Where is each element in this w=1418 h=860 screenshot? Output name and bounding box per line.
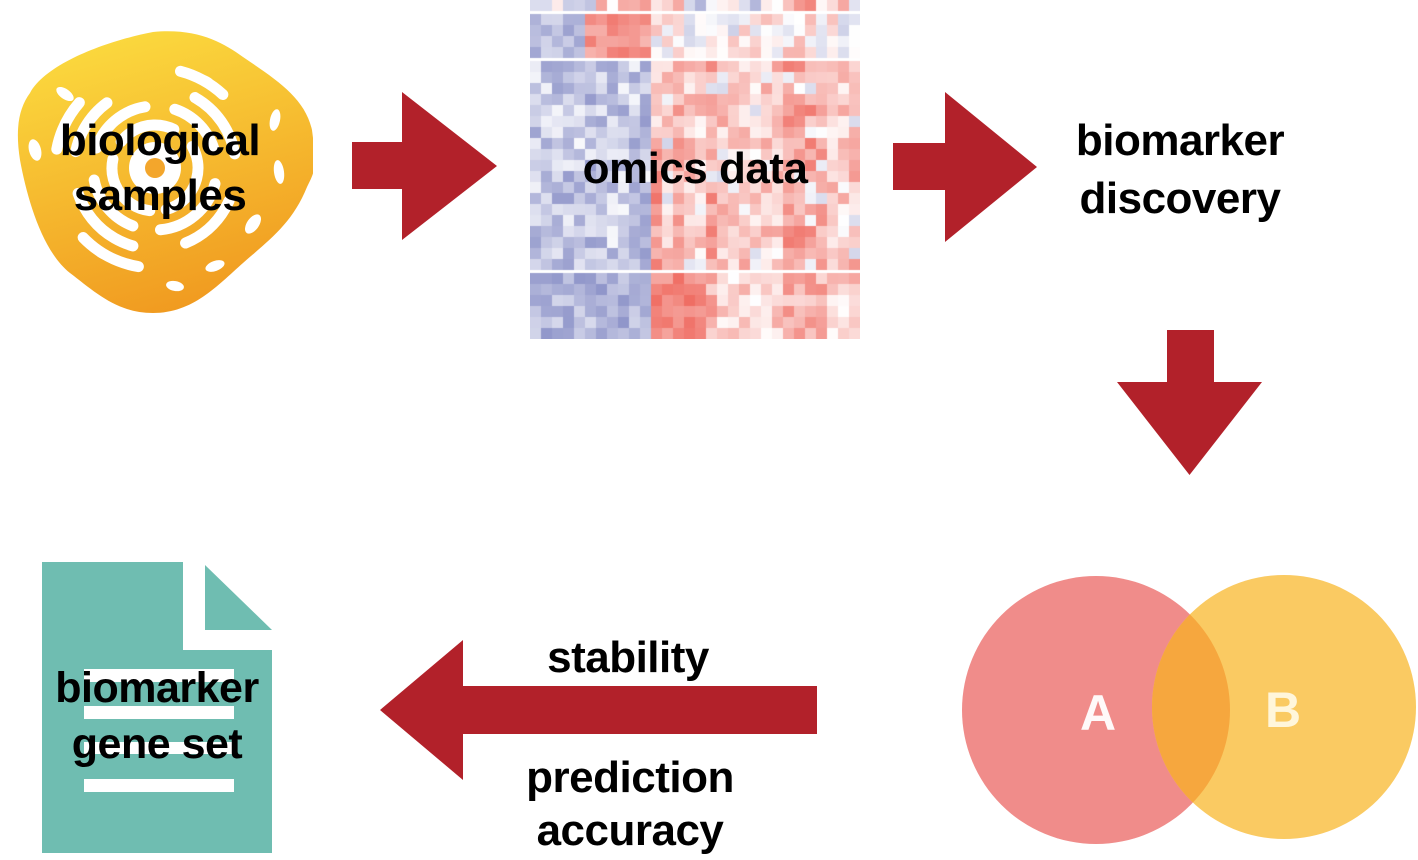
biomarker-discovery-line2: discovery <box>1079 174 1281 223</box>
omics-heatmap-icon <box>530 0 860 339</box>
cell-icon <box>17 31 313 313</box>
nucleolus <box>145 158 165 178</box>
biomarker-gene-set-line1: biomarker <box>55 664 259 712</box>
biomarker-discovery-line1: biomarker <box>1075 116 1285 165</box>
arrow-right-icon <box>352 92 497 240</box>
arrow-right-icon <box>893 92 1037 242</box>
venn-diagram-icon: A B <box>962 575 1416 844</box>
document-text-lines <box>84 669 234 792</box>
stability-label: stability <box>478 634 778 682</box>
endoplasmic-reticulum-rings <box>49 62 261 274</box>
venn-set-b-label: B <box>1265 682 1301 738</box>
biomarker-gene-set-line2: gene set <box>71 720 243 768</box>
omics-data-text: omics data <box>582 144 808 193</box>
folded-corner <box>205 565 272 630</box>
stability-text: stability <box>547 633 709 682</box>
biomarker-gene-set-label: biomarker gene set <box>42 660 272 772</box>
venn-circle-a <box>962 576 1230 844</box>
omics-data-label: omics data <box>530 147 860 191</box>
prediction-accuracy-label: prediction accuracy <box>480 751 780 857</box>
biological-samples-line1: biological <box>59 116 261 165</box>
biological-samples-label: biological samples <box>7 113 313 223</box>
document-icon <box>42 562 272 853</box>
arrow-left-icon <box>380 640 817 780</box>
vesicle-dots <box>28 74 285 292</box>
prediction-accuracy-line2: accuracy <box>536 806 724 855</box>
venn-circle-b <box>1152 575 1416 839</box>
venn-set-a-label: A <box>1080 685 1116 741</box>
prediction-accuracy-line1: prediction <box>526 753 734 802</box>
biomarker-discovery-label: biomarker discovery <box>1020 112 1340 228</box>
arrow-down-icon <box>1117 330 1262 475</box>
biological-samples-line2: samples <box>73 171 247 220</box>
